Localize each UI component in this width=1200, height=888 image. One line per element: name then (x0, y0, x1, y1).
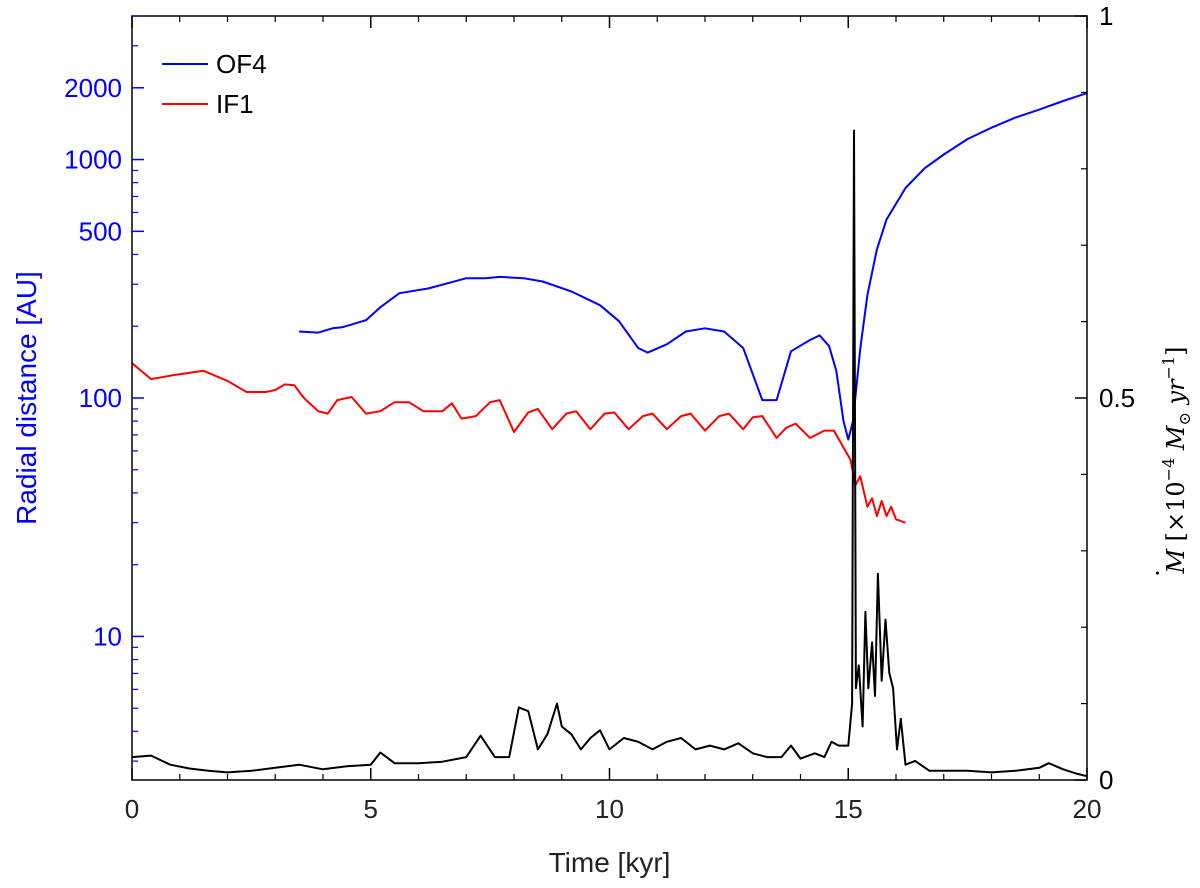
left-tick-label: 10 (93, 621, 122, 651)
series-line-of4 (299, 92, 1088, 441)
legend-label-of4: OF4 (216, 49, 267, 79)
plot-frame (131, 15, 1088, 781)
right-axis-title-exp2: −1 (1159, 356, 1178, 380)
right-tick-label: 0 (1099, 765, 1113, 795)
right-axis-title-exp1: −4 (1159, 458, 1178, 482)
legend: OF4 IF1 (162, 49, 267, 119)
series-line-mdot (131, 129, 1088, 778)
left-axis-title: Radial distance [AU] (11, 271, 42, 525)
right-axis: 00.51 (1075, 1, 1135, 795)
right-axis-title-msun: M (1162, 424, 1190, 458)
right-axis-title-bracket: [×10 (1162, 481, 1190, 549)
x-tick-label: 0 (125, 794, 139, 824)
right-tick-label: 0.5 (1099, 383, 1135, 413)
left-tick-label: 500 (79, 216, 122, 246)
x-axis-title: Time [kyr] (549, 847, 671, 878)
left-tick-label: 100 (79, 383, 122, 413)
right-axis-title-sun: ⊙ (1175, 412, 1194, 425)
left-tick-label: 1000 (64, 145, 122, 175)
right-axis-title-close: ] (1162, 346, 1190, 355)
left-axis: 10 100 500 1000 2000 (64, 15, 144, 762)
right-axis-title-dot: · (1144, 569, 1172, 577)
x-tick-label: 5 (364, 794, 378, 824)
x-axis: 0 5 10 15 20 (125, 16, 1102, 824)
legend-label-if1: IF1 (216, 89, 254, 119)
left-tick-label: 2000 (64, 73, 122, 103)
x-tick-label: 20 (1073, 794, 1102, 824)
x-tick-label: 15 (834, 794, 863, 824)
right-tick-label: 1 (1099, 1, 1113, 31)
right-axis-title-text: M [×10−4 M⊙ yr−1] (1159, 346, 1194, 574)
right-axis-title-yr: yr (1162, 378, 1190, 412)
series-line-if1 (131, 362, 906, 524)
series-layer (131, 92, 1088, 778)
right-axis-title-mdot: M (1162, 548, 1190, 575)
right-axis-title: M [×10−4 M⊙ yr−1] · (1144, 346, 1194, 576)
x-tick-label: 10 (595, 794, 624, 824)
